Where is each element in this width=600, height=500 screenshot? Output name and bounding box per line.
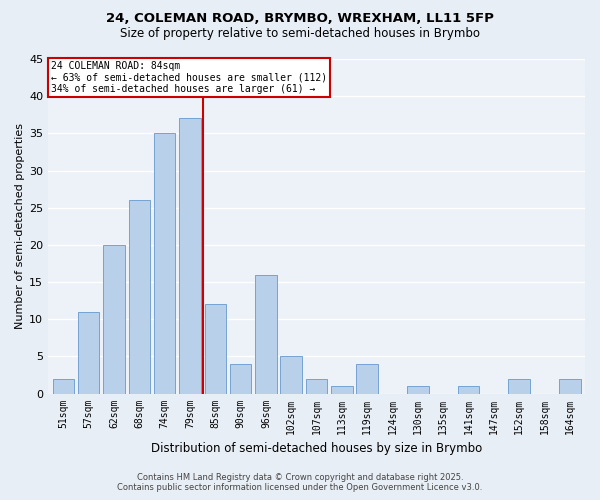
Bar [331,386,353,394]
Text: Size of property relative to semi-detached houses in Brymbo: Size of property relative to semi-detach… [120,28,480,40]
Bar [205,304,226,394]
Bar [559,378,581,394]
Y-axis label: Number of semi-detached properties: Number of semi-detached properties [15,124,25,330]
Text: 24 COLEMAN ROAD: 84sqm
← 63% of semi-detached houses are smaller (112)
34% of se: 24 COLEMAN ROAD: 84sqm ← 63% of semi-det… [51,60,327,94]
Bar [179,118,201,394]
Bar [508,378,530,394]
Bar [103,245,125,394]
Bar [53,378,74,394]
Bar [128,200,150,394]
Bar [306,378,328,394]
Bar [78,312,100,394]
Text: 24, COLEMAN ROAD, BRYMBO, WREXHAM, LL11 5FP: 24, COLEMAN ROAD, BRYMBO, WREXHAM, LL11 … [106,12,494,26]
Bar [458,386,479,394]
Bar [154,134,175,394]
Bar [230,364,251,394]
Bar [356,364,378,394]
Bar [255,274,277,394]
Bar [407,386,428,394]
Text: Contains HM Land Registry data © Crown copyright and database right 2025.
Contai: Contains HM Land Registry data © Crown c… [118,473,482,492]
X-axis label: Distribution of semi-detached houses by size in Brymbo: Distribution of semi-detached houses by … [151,442,482,455]
Bar [280,356,302,394]
